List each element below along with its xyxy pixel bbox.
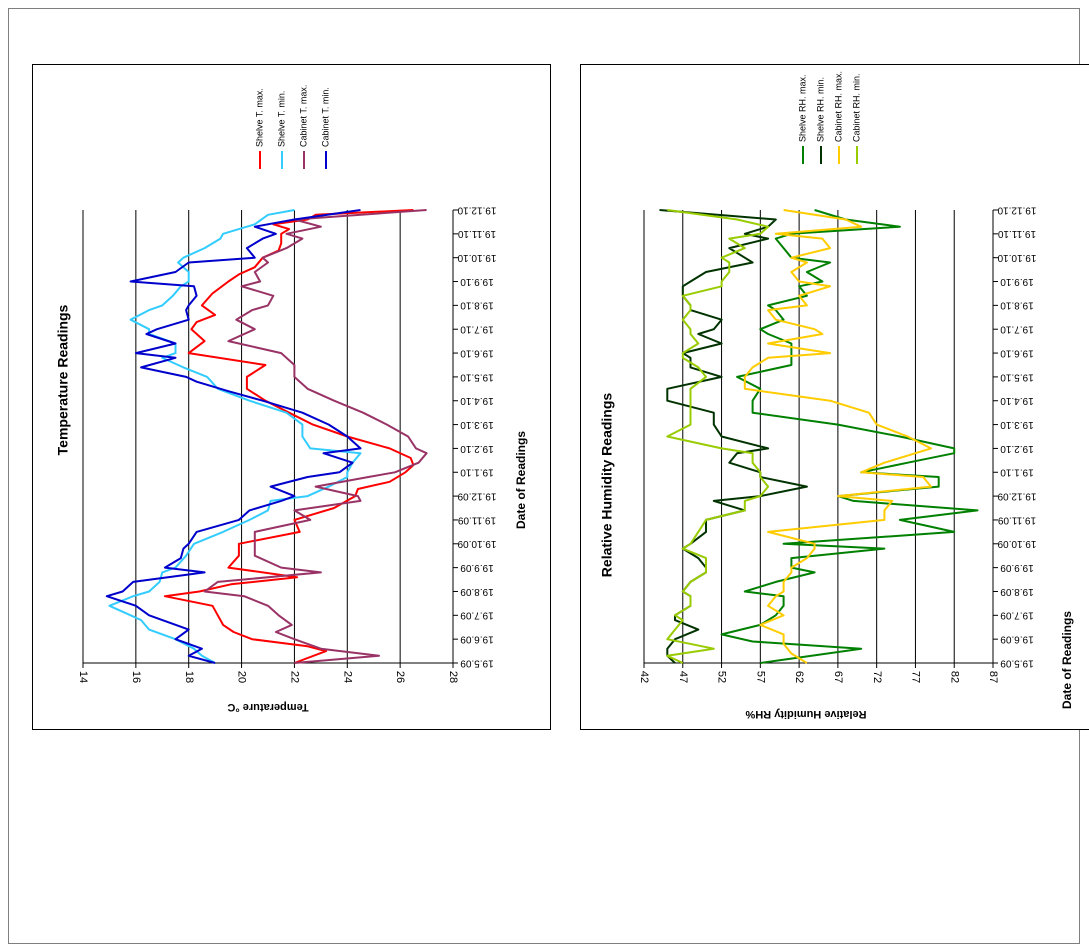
rh-date-tick-label-5: 19.10.09 bbox=[997, 538, 1036, 549]
temp-date-tick-label-15: 19.8.10 bbox=[460, 300, 494, 311]
rh-legend-label-2: Cabinet RH. max. bbox=[833, 71, 843, 142]
rh-date-tick-label-13: 19.6.10 bbox=[1000, 347, 1034, 358]
rh-value-tick-label-9: 87 bbox=[987, 671, 999, 683]
rh-date-tick-label-3: 19.8.09 bbox=[1000, 586, 1034, 597]
rh-date-tick-label-11: 19.4.10 bbox=[1000, 395, 1034, 406]
rh-value-tick-label-0: 42 bbox=[638, 671, 650, 683]
rh-date-tick-label-15: 19.8.10 bbox=[1000, 300, 1034, 311]
rh-date-tick-label-6: 19.11.09 bbox=[997, 514, 1036, 525]
temp-value-tick-label-2: 18 bbox=[183, 671, 195, 683]
rh-legend-label-3: Cabinet RH. min. bbox=[851, 73, 861, 142]
rh-x-axis-title: Date of Readings bbox=[1060, 611, 1074, 709]
rh-date-tick-label-18: 19.11.10 bbox=[997, 228, 1036, 239]
temp-value-tick-label-6: 26 bbox=[394, 671, 406, 683]
temp-date-tick-label-11: 19.4.10 bbox=[460, 395, 494, 406]
rh-date-tick-label-1: 19.6.09 bbox=[1000, 634, 1034, 645]
rh-series-0-line bbox=[720, 209, 979, 664]
rh-date-tick-label-14: 19.7.10 bbox=[1000, 324, 1034, 335]
temp-value-tick-label-5: 24 bbox=[341, 671, 353, 683]
rh-date-tick-label-9: 19.2.10 bbox=[1000, 443, 1034, 454]
temp-date-tick-label-0: 19.5.09 bbox=[460, 657, 494, 668]
humidity-chart-panel: 42 47 52 57 62 67 72 77 82 87 19.5.09 19.6.09 19.7.0… bbox=[580, 64, 1089, 730]
rh-series-2-line bbox=[743, 209, 932, 664]
temp-legend-label-2: Cabinet T. max. bbox=[298, 85, 308, 147]
rh-value-tick-label-3: 57 bbox=[754, 671, 766, 683]
temp-date-tick-label-9: 19.2.10 bbox=[460, 443, 494, 454]
rh-y-axis-title: Relative Humidity RH% bbox=[745, 708, 866, 720]
temp-date-tick-label-18: 19.11.10 bbox=[457, 228, 496, 239]
temp-date-tick-label-13: 19.6.10 bbox=[460, 347, 494, 358]
temp-date-tick-label-5: 19.10.09 bbox=[457, 538, 496, 549]
temp-date-tick-label-10: 19.3.10 bbox=[460, 419, 494, 430]
rh-series-3-line bbox=[666, 209, 770, 664]
temp-date-tick-label-8: 19.1.10 bbox=[460, 467, 494, 478]
rh-value-tick-label-5: 67 bbox=[832, 671, 844, 683]
rh-value-tick-label-8: 82 bbox=[948, 671, 960, 683]
temp-value-tick-label-1: 16 bbox=[130, 671, 142, 683]
rh-date-tick-label-19: 19.12.10 bbox=[997, 204, 1036, 215]
temp-value-tick-label-4: 22 bbox=[289, 671, 301, 683]
temp-series-0-line bbox=[163, 209, 415, 664]
temp-series-3-line bbox=[105, 209, 362, 664]
temp-date-tick-label-12: 19.5.10 bbox=[460, 371, 494, 382]
temp-value-tick-label-3: 20 bbox=[236, 671, 248, 683]
temp-date-tick-label-17: 19.10.10 bbox=[457, 252, 496, 263]
rh-chart-title: Relative Humidity Readings bbox=[599, 393, 615, 578]
temp-date-tick-label-14: 19.7.10 bbox=[460, 324, 494, 335]
rh-date-tick-label-16: 19.9.10 bbox=[1000, 276, 1034, 287]
rh-legend-label-0: Shelve RH. max. bbox=[797, 74, 807, 142]
rh-date-tick-label-10: 19.3.10 bbox=[1000, 419, 1034, 430]
rh-date-tick-label-4: 19.9.09 bbox=[1000, 562, 1034, 573]
rh-value-tick-label-7: 77 bbox=[910, 671, 922, 683]
temp-x-axis-title: Date of Readings bbox=[514, 431, 528, 529]
rh-value-tick-label-6: 72 bbox=[871, 671, 883, 683]
temp-value-tick-label-7: 28 bbox=[447, 671, 459, 683]
rh-date-tick-label-7: 19.12.09 bbox=[997, 490, 1036, 501]
rh-date-tick-label-17: 19.10.10 bbox=[997, 252, 1036, 263]
temp-y-axis-title: Temperature °C bbox=[227, 701, 308, 713]
temp-chart-title: Temperature Readings bbox=[55, 304, 71, 455]
temperature-chart-panel: 14 16 18 20 22 24 26 28 19.5.09 19.6.09 19.7.09 19.… bbox=[32, 64, 551, 730]
rh-series-1-line bbox=[659, 209, 808, 664]
temp-value-tick-label-0: 14 bbox=[77, 671, 89, 683]
worksheet-page: 14 16 18 20 22 24 26 28 19.5.09 19.6.09 19.7.09 19.… bbox=[8, 8, 1089, 944]
rh-date-tick-label-0: 19.5.09 bbox=[1000, 657, 1034, 668]
rh-value-tick-label-2: 52 bbox=[716, 671, 728, 683]
temp-series-2-line bbox=[203, 209, 428, 664]
temp-series-1-line bbox=[108, 209, 362, 664]
temp-date-tick-label-3: 19.8.09 bbox=[460, 586, 494, 597]
rh-value-tick-label-4: 62 bbox=[793, 671, 805, 683]
temp-date-tick-label-1: 19.6.09 bbox=[460, 634, 494, 645]
temp-legend-label-0: Shelve T. max. bbox=[254, 88, 264, 147]
temp-date-tick-label-16: 19.9.10 bbox=[460, 276, 494, 287]
rh-date-tick-label-8: 19.1.10 bbox=[1000, 467, 1034, 478]
temp-legend-label-3: Cabinet T. min. bbox=[320, 87, 330, 147]
temp-date-tick-label-19: 19.12.10 bbox=[457, 204, 496, 215]
rh-legend-label-1: Shelve RH. min. bbox=[815, 77, 825, 142]
temp-date-tick-label-4: 19.9.09 bbox=[460, 562, 494, 573]
temp-date-tick-label-2: 19.7.09 bbox=[460, 610, 494, 621]
rh-date-tick-label-12: 19.5.10 bbox=[1000, 371, 1034, 382]
temp-legend-label-1: Shelve T. min. bbox=[276, 91, 286, 147]
rh-date-tick-label-2: 19.7.09 bbox=[1000, 610, 1034, 621]
rh-value-tick-label-1: 47 bbox=[677, 671, 689, 683]
temp-date-tick-label-6: 19.11.09 bbox=[457, 514, 496, 525]
temp-date-tick-label-7: 19.12.09 bbox=[457, 490, 496, 501]
